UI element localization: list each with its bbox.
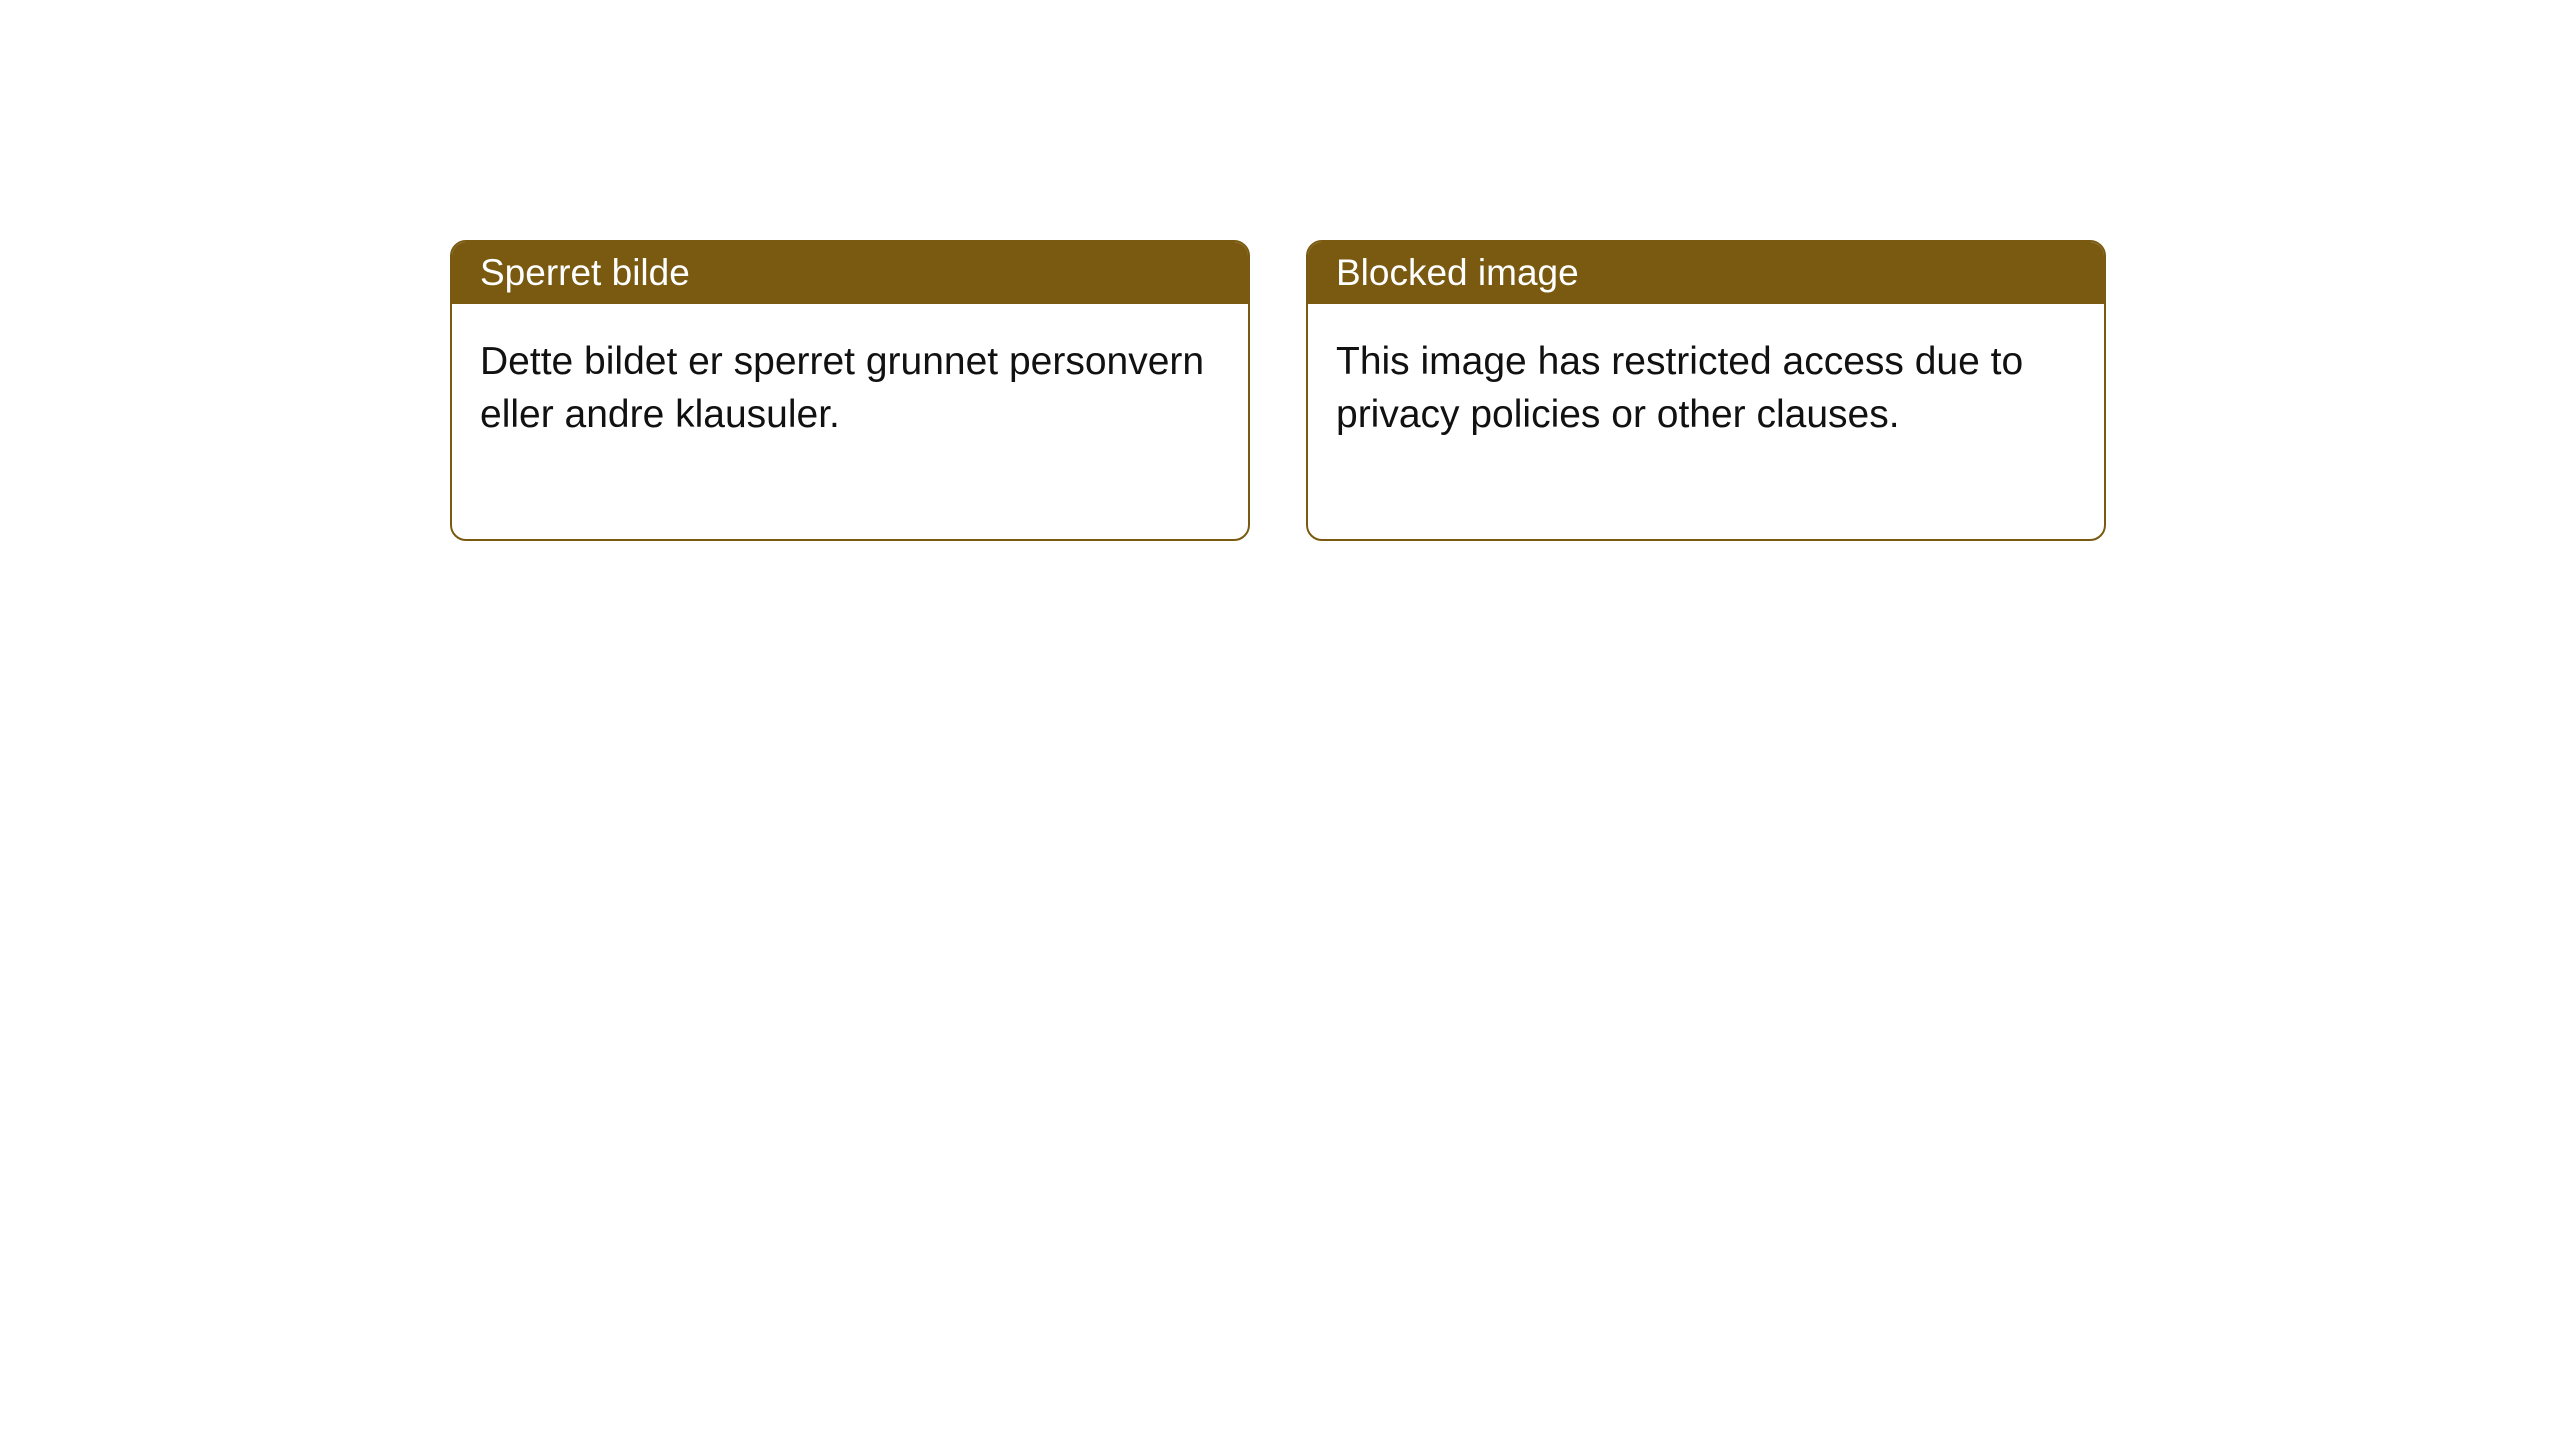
notice-header: Blocked image bbox=[1308, 242, 2104, 304]
notice-header: Sperret bilde bbox=[452, 242, 1248, 304]
notice-title: Blocked image bbox=[1336, 252, 1579, 293]
notice-message: Dette bildet er sperret grunnet personve… bbox=[480, 340, 1204, 436]
notice-body: This image has restricted access due to … bbox=[1308, 304, 2104, 539]
notice-container: Sperret bilde Dette bildet er sperret gr… bbox=[450, 240, 2106, 541]
notice-message: This image has restricted access due to … bbox=[1336, 340, 2023, 436]
notice-box-norwegian: Sperret bilde Dette bildet er sperret gr… bbox=[450, 240, 1250, 541]
notice-body: Dette bildet er sperret grunnet personve… bbox=[452, 304, 1248, 539]
notice-title: Sperret bilde bbox=[480, 252, 690, 293]
notice-box-english: Blocked image This image has restricted … bbox=[1306, 240, 2106, 541]
